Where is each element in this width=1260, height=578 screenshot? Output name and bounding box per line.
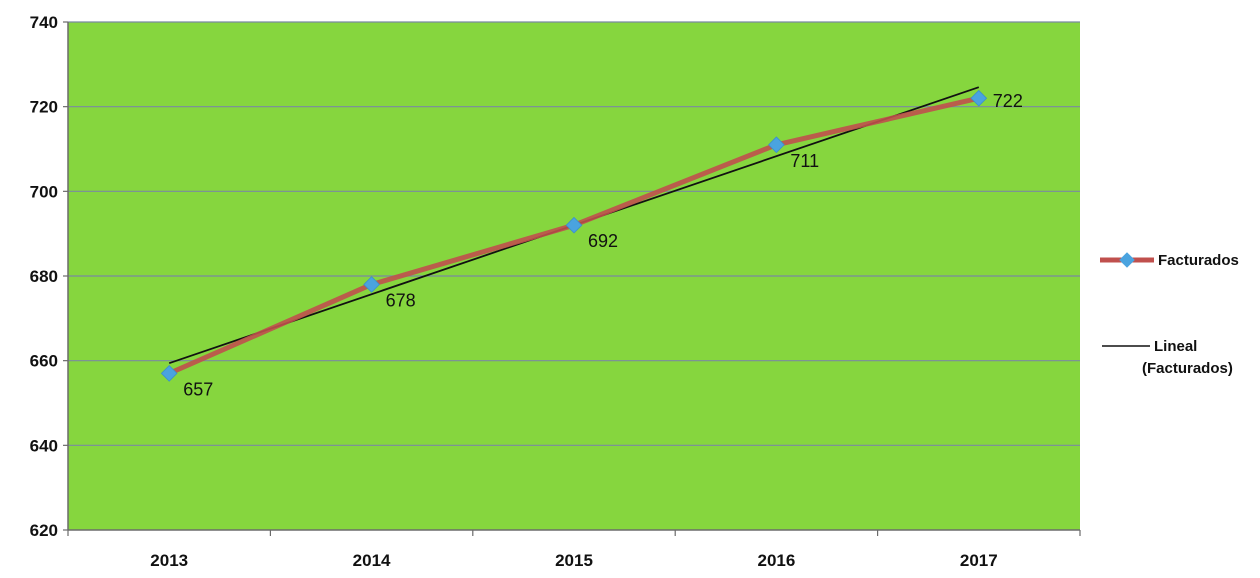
legend-item-facturados: Facturados xyxy=(1100,252,1239,269)
data-point-2016 xyxy=(768,136,785,154)
x-tick-label-2016: 2016 xyxy=(757,551,795,570)
legend-facturados-label: Facturados xyxy=(1158,252,1239,269)
legend-trendline-label-line2: (Facturados) xyxy=(1142,360,1233,377)
legend-item-trendline: Lineal (Facturados) xyxy=(1102,338,1233,377)
gridlines xyxy=(68,21,1080,446)
y-tick-label-620: 620 xyxy=(30,521,58,540)
y-tick-label-660: 660 xyxy=(30,352,58,371)
legend-trendline-label-line1: Lineal xyxy=(1154,338,1197,355)
data-label-2014: 678 xyxy=(386,290,416,310)
data-labels-layer: 657 678 692 711 722 xyxy=(183,91,1023,399)
data-label-2017: 722 xyxy=(993,91,1023,111)
data-point-2015 xyxy=(565,216,583,234)
y-tick-label-680: 680 xyxy=(30,267,58,286)
markers-layer xyxy=(160,89,988,382)
y-axis-ticks: 620 640 660 680 700 720 740 xyxy=(30,13,68,540)
y-tick-label-700: 700 xyxy=(30,182,58,201)
x-tick-label-2014: 2014 xyxy=(353,551,391,570)
data-label-2015: 692 xyxy=(588,231,618,251)
x-axis-ticks: 2013 2014 2015 2016 2017 xyxy=(67,530,1081,570)
data-label-2013: 657 xyxy=(183,379,213,399)
legend-facturados-marker xyxy=(1119,252,1135,268)
data-point-2014 xyxy=(363,276,380,293)
x-tick-label-2017: 2017 xyxy=(960,551,998,570)
x-tick-label-2015: 2015 xyxy=(555,551,593,570)
y-tick-label-640: 640 xyxy=(30,436,58,455)
y-tick-label-740: 740 xyxy=(30,13,58,32)
y-tick-label-720: 720 xyxy=(30,98,58,117)
data-point-2013 xyxy=(160,365,178,382)
legend: Facturados Lineal (Facturados) xyxy=(1100,252,1239,377)
x-tick-label-2013: 2013 xyxy=(150,551,188,570)
data-label-2016: 711 xyxy=(790,151,819,171)
data-point-2017 xyxy=(970,89,988,107)
